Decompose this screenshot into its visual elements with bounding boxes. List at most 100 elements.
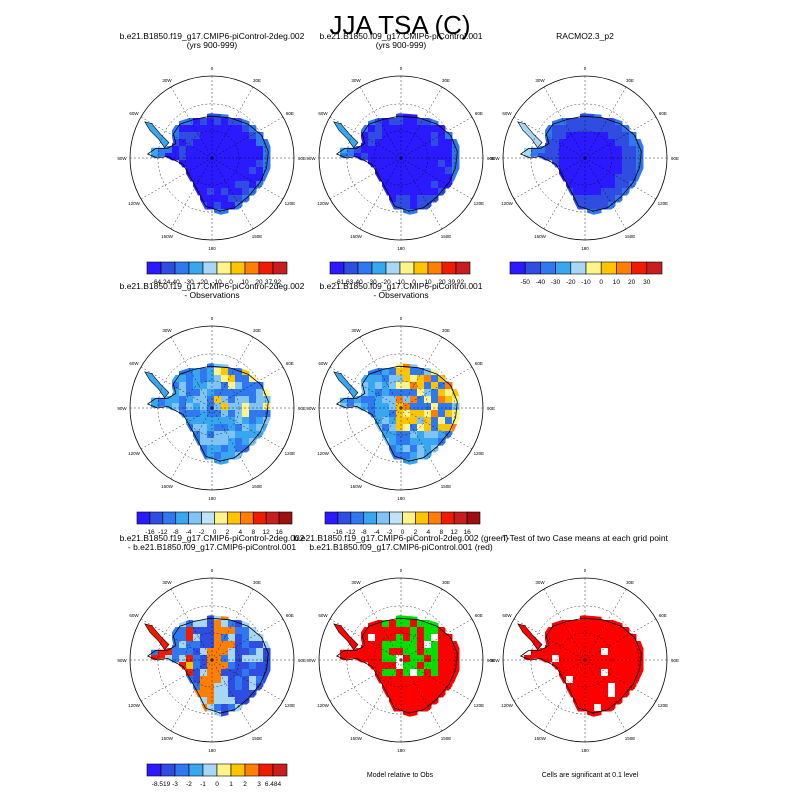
colorbar-swatch	[570, 261, 587, 275]
colorbar-swatch	[258, 763, 274, 777]
panel-title: - Observations	[184, 290, 239, 300]
colorbar-swatch	[600, 261, 617, 275]
colorbar-swatch	[350, 511, 365, 525]
colorbar-label: -16	[333, 529, 343, 536]
lon-label-90w: 90W	[490, 156, 500, 161]
coastline	[146, 115, 269, 212]
colorbar-cb1: -64.24 -40 -30 -20 -10 0 10 20 37.92	[146, 261, 288, 286]
colorbar-cb4: -16 -12 -8 -4 -2 0 2 4 8 12 16	[136, 511, 293, 536]
map-fill	[524, 615, 644, 717]
peninsula-outline	[333, 121, 359, 149]
colorbar-swatch	[455, 261, 471, 275]
colorbar-label: -2	[387, 529, 393, 536]
coastline	[335, 617, 458, 714]
lon-label-30e: 30E	[442, 580, 450, 585]
lon-label-90w: 90W	[490, 658, 500, 663]
colorbar-label: 20	[628, 279, 636, 286]
lon-label-180: 180	[208, 246, 216, 251]
graticule	[319, 578, 483, 742]
peninsula-outline	[517, 121, 543, 149]
colorbar-label: 30	[643, 279, 651, 286]
map-panel-p2: b.e21.B1850.f09_g17.CMIP6-piControl.001(…	[306, 31, 495, 251]
colorbar-label: 0	[401, 529, 405, 536]
lon-label-150e: 150E	[625, 234, 636, 239]
panel-title: T-Test of two Case means at each grid po…	[502, 533, 668, 543]
panel-title: (yrs 900-999)	[187, 40, 238, 50]
compare-note: Model relative to Obs	[366, 772, 434, 779]
colorbar-swatch	[230, 261, 246, 275]
panel-title: b.e21.B1850.f09_g17.CMIP6-piControl.001	[319, 31, 482, 41]
lon-label-60e: 60E	[286, 111, 294, 116]
colorbar-swatch	[272, 763, 288, 777]
colorbar-swatch	[329, 261, 345, 275]
colorbar-label: 37.92	[265, 279, 282, 286]
colorbar-label: 8	[439, 529, 443, 536]
graticule	[319, 326, 483, 490]
colorbar-swatch	[376, 511, 390, 525]
panel-title: b.e21.B1850.f19_g17.CMIP6-piControl-2deg…	[120, 31, 305, 41]
lon-label-150w: 150W	[350, 234, 363, 239]
lon-label-0: 0	[584, 568, 587, 573]
lon-label-60e: 60E	[659, 111, 667, 116]
colorbar-swatch	[244, 261, 260, 275]
colorbar-swatch	[524, 261, 541, 275]
colorbar-label: 0	[215, 781, 219, 788]
lon-label-90e: 90E	[487, 156, 495, 161]
colorbar-swatch	[188, 261, 204, 275]
lon-label-150w: 150W	[350, 736, 363, 741]
colorbar-label: -12	[346, 529, 356, 536]
colorbar-swatch	[175, 511, 189, 525]
map-panel-p1: b.e21.B1850.f19_g17.CMIP6-piControl-2deg…	[117, 31, 306, 251]
peninsula-outline	[333, 371, 359, 399]
colorbar-swatch	[413, 261, 429, 275]
lon-label-90e: 90E	[487, 406, 495, 411]
map-panel-p7: b.e21.B1850.f19_g17.CMIP6-piControl-2deg…	[294, 533, 509, 753]
colorbar-label: -20	[566, 279, 576, 286]
colorbar-cb6: -8.519 -3 -2 -1 0 1 2 3 6.484	[146, 763, 288, 788]
colorbar-label: -2	[199, 529, 205, 536]
lon-label-30e: 30E	[253, 78, 261, 83]
lon-label-180: 180	[581, 246, 589, 251]
colorbar-swatch	[146, 261, 162, 275]
colorbar-swatch	[202, 261, 218, 275]
colorbar-cb2: -61.63 -40 -30 -20 -10 0 10 20 39.92	[329, 261, 471, 286]
lon-label-60w: 60W	[129, 111, 139, 116]
lon-label-0: 0	[211, 568, 214, 573]
colorbar-swatch	[509, 261, 526, 275]
ttest-note: Cells are significant at 0.1 level	[541, 772, 639, 779]
lon-label-60e: 60E	[659, 613, 667, 618]
colorbar-swatch	[389, 511, 403, 525]
lon-label-30w: 30W	[162, 580, 172, 585]
lon-label-120e: 120E	[285, 451, 296, 456]
lon-label-150e: 150E	[625, 736, 636, 741]
colorbar-swatch	[258, 261, 274, 275]
graticule	[503, 76, 667, 240]
lon-label-0: 0	[400, 568, 403, 573]
colorbar-swatch	[555, 261, 572, 275]
lon-label-120w: 120W	[128, 201, 141, 206]
lon-label-150w: 150W	[534, 234, 547, 239]
lon-label-90w: 90W	[306, 406, 316, 411]
colorbar-swatch	[214, 511, 228, 525]
peninsula-outline	[517, 623, 543, 651]
colorbar-label: 10	[424, 279, 432, 286]
colorbar-label: 16	[463, 529, 471, 536]
lon-label-120e: 120E	[285, 201, 296, 206]
colorbar-label: -16	[145, 529, 155, 536]
coastline	[335, 115, 458, 212]
panel-title: b.e21.B1850.f09_g17.CMIP6-piControl.001 …	[309, 542, 493, 552]
coastline	[146, 365, 269, 462]
coastline	[519, 617, 642, 714]
colorbar-label: 0	[599, 279, 603, 286]
colorbar-swatch	[324, 511, 339, 525]
colorbar-cb3: -50 -40 -30 -20 -10 0 10 20 30	[509, 261, 663, 286]
map-panel-p5: b.e21.B1850.f09_g17.CMIP6-piControl.001-…	[306, 281, 495, 501]
colorbar-swatch	[363, 511, 377, 525]
lon-label-30e: 30E	[442, 78, 450, 83]
lon-label-120w: 120W	[501, 201, 514, 206]
colorbar-swatch	[146, 763, 162, 777]
lon-label-60e: 60E	[475, 111, 483, 116]
lon-label-150e: 150E	[441, 484, 452, 489]
graticule	[130, 578, 294, 742]
colorbar-label: -10	[212, 279, 222, 286]
